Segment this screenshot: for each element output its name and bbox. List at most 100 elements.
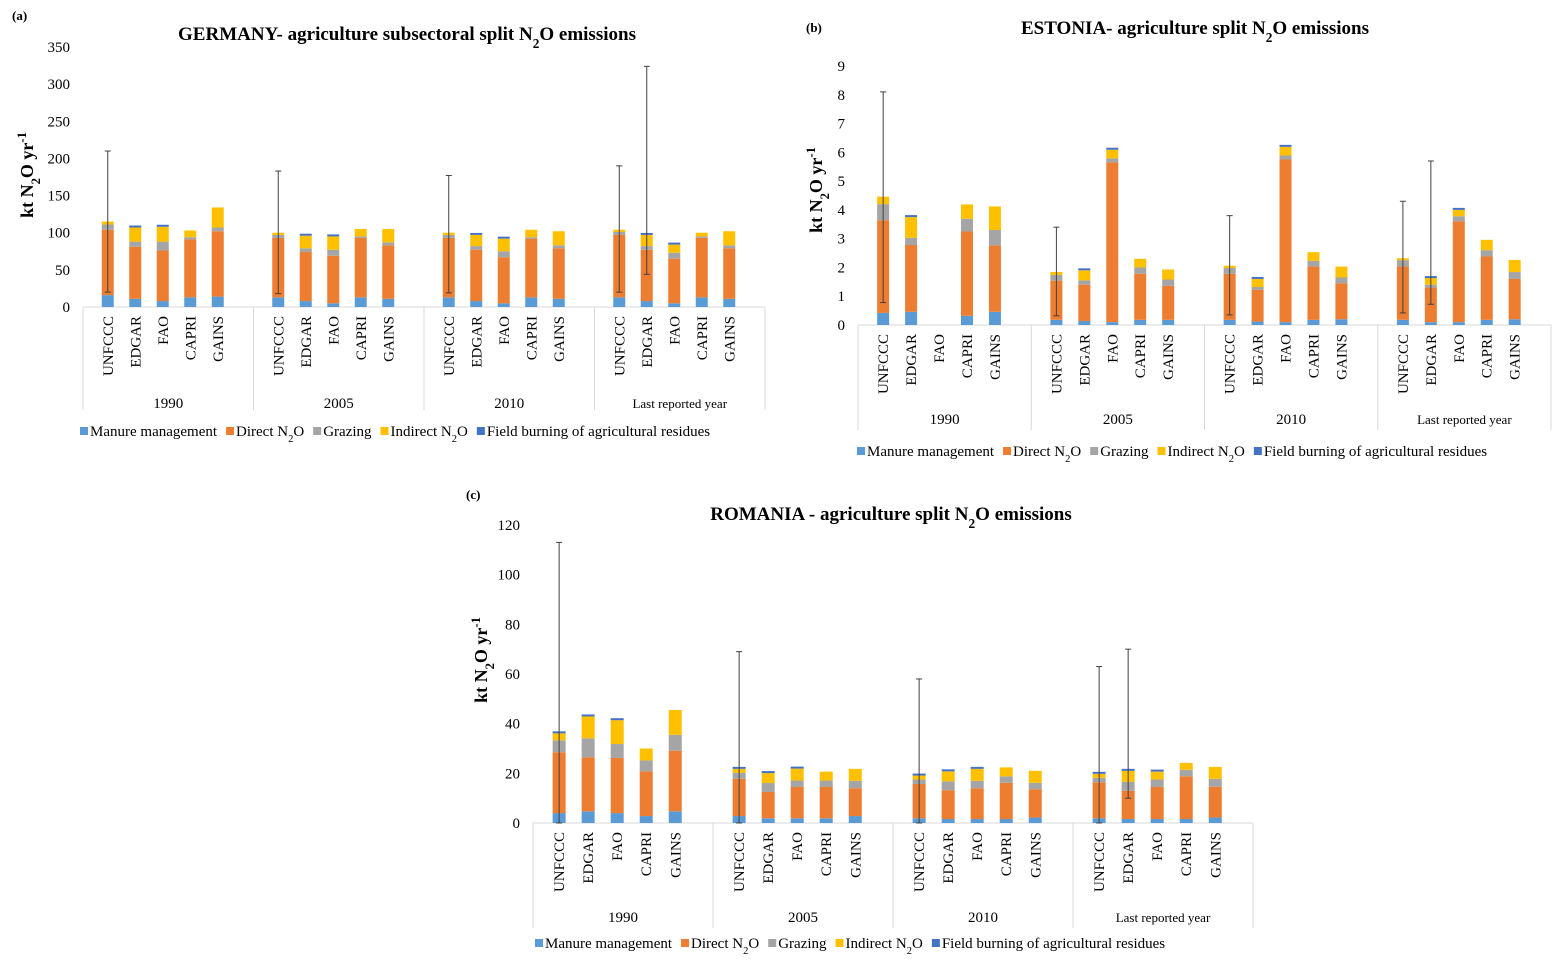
legend-label: Manure management (90, 424, 218, 440)
category-label: UNFCCC (271, 316, 287, 376)
category-label: UNFCCC (612, 316, 628, 376)
bar-segment-grazing (1480, 250, 1493, 257)
y-tick-label: 120 (498, 518, 521, 534)
bar-segment-direct-n2o (1251, 289, 1264, 322)
bar-segment-indirect-n2o (905, 217, 918, 238)
bar-segment-direct-n2o (1279, 159, 1292, 323)
bar-segment-direct-n2o (1179, 776, 1193, 820)
bar-segment-indirect-n2o (1106, 149, 1119, 159)
error-bar (1053, 226, 1060, 317)
panel-label: (b) (806, 20, 822, 35)
bar-segment-field-burning-of-agricultural-residues (761, 771, 775, 774)
category-label: GAINS (211, 316, 227, 362)
legend-item: Field burning of agricultural residues (931, 936, 1165, 952)
y-axis-label: kt N2O yr-1 (469, 617, 497, 703)
category-label: UNFCCC (1049, 334, 1065, 394)
bar-segment-indirect-n2o (184, 230, 197, 238)
panel-label: (c) (466, 487, 480, 502)
bar-segment-grazing (1279, 155, 1292, 160)
bar-segment-direct-n2o (999, 782, 1013, 820)
bar-segment-grazing (639, 760, 653, 772)
category-label: GAINS (988, 334, 1004, 380)
chart-a: (a) GERMANY- agriculture subsectoral spli… (12, 8, 766, 445)
bar-segment-indirect-n2o (1134, 258, 1147, 268)
bar-segment-indirect-n2o (354, 229, 367, 237)
y-tick-label: 50 (55, 263, 70, 279)
bar-segment-grazing (668, 252, 681, 259)
bar-segment-indirect-n2o (497, 238, 510, 252)
bar-segment-grazing (1179, 769, 1193, 777)
bar-segment-indirect-n2o (1078, 270, 1091, 281)
bar-segment-field-burning-of-agricultural-residues (668, 242, 681, 245)
category-label: FAO (932, 334, 948, 363)
legend: Manure management Direct N2O Grazing Indire… (535, 936, 1165, 957)
bar-segment-manure-management (640, 301, 653, 307)
bar-segment-manure-management (1335, 319, 1348, 325)
bar-segment-manure-management (1162, 319, 1175, 325)
category-label: CAPRI (999, 832, 1015, 876)
bar-segment-field-burning-of-agricultural-residues (1078, 268, 1091, 271)
legend-label: Direct N2O (236, 424, 304, 445)
bar-segment-manure-management (1150, 819, 1164, 823)
y-tick-label: 5 (838, 174, 846, 190)
bar-segment-direct-n2o (211, 231, 224, 297)
y-tick-label: 7 (838, 117, 846, 133)
bar-segment-manure-management (1251, 321, 1264, 325)
category-label: UNFCCC (732, 832, 748, 892)
bar-segment-grazing (211, 227, 224, 232)
chart-title: ROMANIA - agriculture split N2O emission… (710, 504, 1072, 531)
category-label: FAO (667, 316, 683, 345)
bar-segment-indirect-n2o (525, 229, 538, 238)
bar-segment-indirect-n2o (970, 768, 984, 781)
bar-segment-direct-n2o (790, 786, 804, 819)
bar-segment-indirect-n2o (941, 771, 955, 782)
error-bar (643, 65, 650, 275)
bar-segment-grazing (695, 236, 708, 238)
bar-segment-grazing (354, 236, 367, 238)
bar-segment-manure-management (1424, 322, 1437, 325)
bar-segment-field-burning-of-agricultural-residues (1251, 276, 1264, 279)
y-tick-label: 100 (48, 226, 71, 242)
bar-segment-direct-n2o (1134, 273, 1147, 320)
category-label: GAINS (1161, 334, 1177, 380)
bar-segment-indirect-n2o (211, 207, 224, 228)
bar-segment-manure-management (1028, 817, 1042, 823)
y-tick-label: 4 (838, 203, 846, 219)
error-bar (736, 651, 743, 824)
bar-segment-direct-n2o (1150, 786, 1164, 820)
group-label: 2010 (494, 396, 524, 412)
bar-segment-manure-management (552, 298, 565, 307)
bar-segment-manure-management (941, 819, 955, 823)
bar-segment-manure-management (610, 813, 624, 823)
legend: Manure management Direct N2O Grazing Indire… (857, 444, 1487, 465)
bar-segment-direct-n2o (299, 252, 312, 302)
category-label: UNFCCC (876, 334, 892, 394)
bar-segment-grazing (790, 780, 804, 787)
bar-segment-direct-n2o (1121, 790, 1135, 820)
category-label: EDGAR (299, 316, 315, 368)
category-label: EDGAR (469, 316, 485, 368)
bar-segment-direct-n2o (525, 238, 538, 298)
legend-label: Field burning of agricultural residues (1264, 444, 1487, 460)
category-label: UNFCCC (912, 832, 928, 892)
bar-segment-direct-n2o (1208, 786, 1222, 818)
category-label: EDGAR (1121, 832, 1137, 884)
category-label: GAINS (1028, 832, 1044, 878)
group-label: 2010 (1276, 412, 1306, 428)
group-label: 1990 (930, 412, 960, 428)
bar-segment-grazing (960, 218, 973, 232)
bar-segment-direct-n2o (354, 237, 367, 298)
bar-segment-grazing (668, 734, 682, 751)
legend-item: Indirect N2O (1157, 444, 1245, 465)
y-tick-label: 6 (838, 145, 846, 161)
chart-b: (b) ESTONIA- agriculture split N2O emissi… (804, 18, 1552, 465)
y-tick-label: 0 (513, 816, 521, 832)
bar-segment-manure-management (1121, 819, 1135, 823)
bar-segment-grazing (941, 781, 955, 791)
bar-segment-grazing (156, 241, 169, 251)
y-tick-label: 60 (505, 667, 520, 683)
bar-segment-manure-management (299, 301, 312, 307)
category-label: EDGAR (941, 832, 957, 884)
bar-segment-grazing (905, 237, 918, 245)
y-axis-label: kt N2O yr-1 (804, 147, 832, 233)
